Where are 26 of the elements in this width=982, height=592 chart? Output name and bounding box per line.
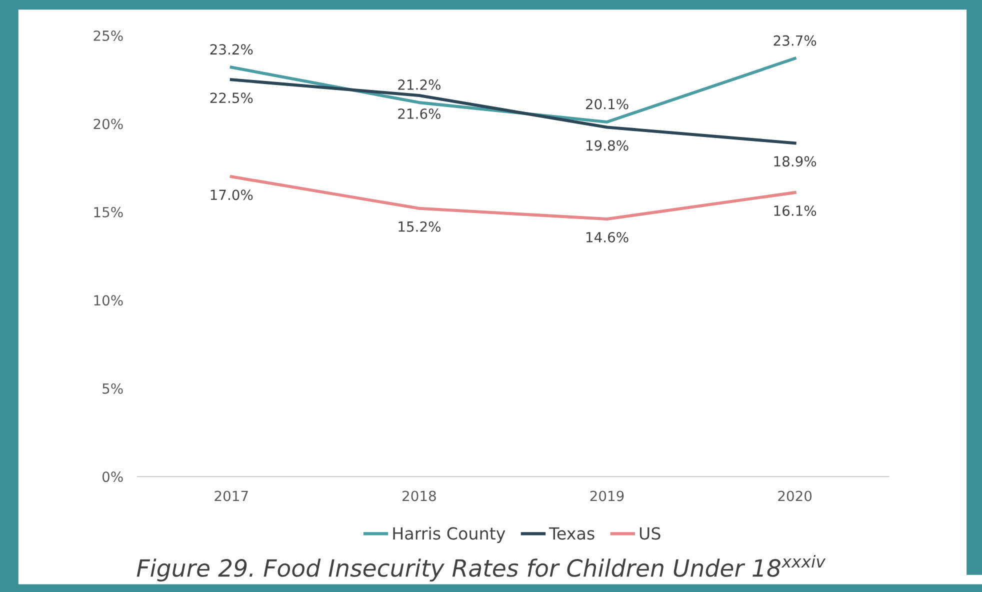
data-label: 15.2% [398, 221, 440, 232]
data-label: 23.7% [774, 35, 816, 46]
y-tick-label: 15% [94, 206, 123, 218]
x-tick-label: 2017 [214, 490, 248, 502]
data-label: 19.8% [586, 140, 628, 151]
data-label: 16.1% [774, 206, 816, 216]
x-tick-label: 2018 [402, 490, 436, 502]
x-tick-label: 2020 [778, 490, 812, 502]
data-label: 21.2% [398, 79, 440, 90]
caption: Figure 29. Food Insecurity Rates for Children Under 18$^{xxxiv}$ [136, 554, 826, 582]
data-label: 14.6% [586, 232, 628, 242]
y-tick-label: 20% [94, 118, 123, 130]
legend-label: Texas [549, 527, 594, 540]
data-label: 23.2% [210, 44, 253, 55]
y-tick-label: 5% [102, 383, 123, 394]
legend-label: Harris County [393, 526, 506, 543]
data-label: 20.1% [586, 98, 628, 110]
data-label: 17.0% [210, 190, 253, 200]
y-tick-label: 0% [102, 472, 123, 482]
y-tick-label: 10% [94, 295, 123, 306]
data-label: 22.5% [210, 92, 253, 104]
legend-label: US [640, 527, 660, 540]
data-label: 21.6% [398, 108, 440, 119]
x-tick-label: 2019 [590, 490, 624, 502]
data-label: 18.9% [774, 156, 816, 167]
y-tick-label: 25% [94, 30, 123, 41]
